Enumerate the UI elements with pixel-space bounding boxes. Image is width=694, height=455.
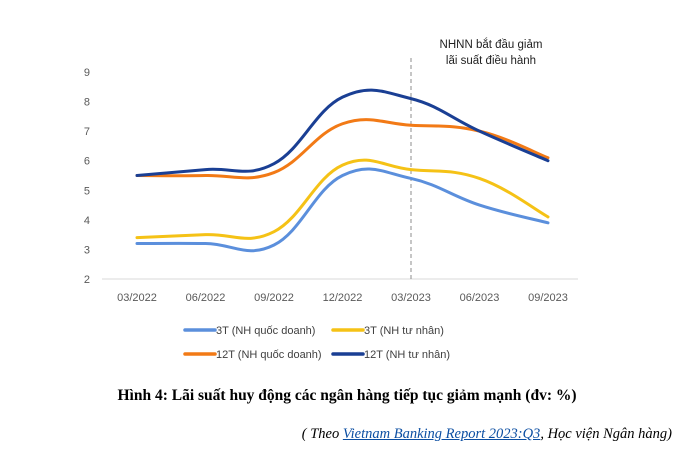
- legend-label: 12T (NH quốc doanh): [216, 349, 322, 361]
- x-tick-label: 06/2023: [460, 292, 500, 304]
- x-tick-label: 03/2022: [117, 292, 157, 304]
- y-tick-label: 3: [84, 244, 90, 256]
- source-suffix: , Học viện Ngân hàng): [540, 426, 672, 442]
- source-link[interactable]: Vietnam Banking Report 2023:Q3: [342, 426, 541, 442]
- source-citation: ( Theo Vietnam Banking Report 2023:Q3, H…: [302, 426, 672, 443]
- series-line-1: [135, 167, 550, 253]
- y-tick-label: 7: [84, 126, 90, 138]
- y-tick-label: 9: [84, 67, 90, 79]
- x-tick-label: 12/2022: [323, 292, 363, 304]
- x-tick-label: 06/2022: [186, 292, 226, 304]
- annotation-text-line-2: lãi suất điều hành: [446, 55, 536, 67]
- annotation-text-line-1: NHNN bắt đầu giảm: [440, 38, 543, 51]
- y-tick-label: 8: [84, 97, 90, 109]
- x-tick-label: 03/2023: [391, 292, 431, 304]
- legend-label: 12T (NH tư nhân): [364, 349, 450, 361]
- legend-label: 3T (NH tư nhân): [364, 325, 444, 337]
- source-prefix: ( Theo: [301, 426, 343, 442]
- y-tick-label: 6: [84, 156, 90, 168]
- series-line-4: [135, 88, 550, 177]
- figure-caption: Hình 4: Lãi suất huy động các ngân hàng …: [117, 387, 577, 404]
- x-tick-label: 09/2023: [528, 292, 568, 304]
- x-tick-label: 09/2022: [254, 292, 294, 304]
- line-chart: 2 3 4 5 6 7 8 9 03/2022 06/2022 09/2022 12/2022 03/2…: [84, 38, 578, 361]
- y-tick-label: 2: [84, 274, 90, 286]
- series-line-2: [135, 158, 550, 240]
- legend-label: 3T (NH quốc doanh): [216, 325, 315, 337]
- y-tick-label: 5: [84, 185, 90, 197]
- y-tick-label: 4: [84, 215, 90, 227]
